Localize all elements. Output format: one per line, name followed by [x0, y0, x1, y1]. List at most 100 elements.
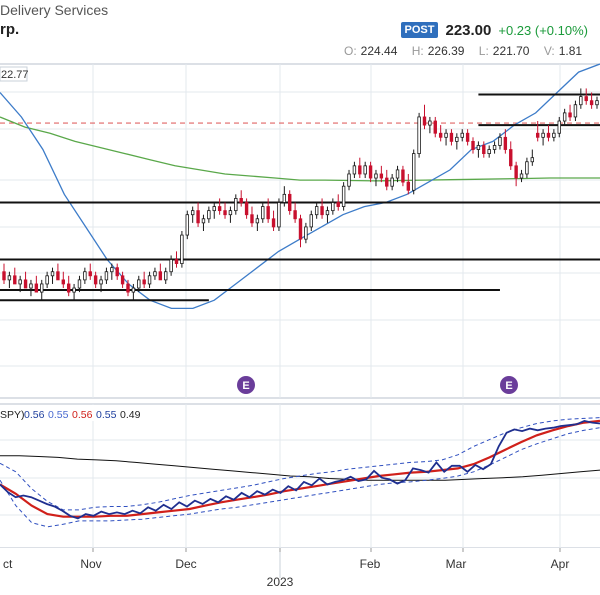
earnings-icon-1 — [500, 376, 518, 394]
candle-body — [412, 153, 416, 191]
candle-body — [314, 206, 319, 216]
ohlc-low-key: L: — [478, 44, 489, 58]
candle-body — [66, 283, 71, 293]
candle-body — [223, 210, 227, 216]
rs-legend-bg — [0, 405, 146, 421]
candle-body — [433, 120, 437, 134]
candle-body — [142, 279, 146, 285]
candle-body — [147, 275, 152, 285]
year-label: 2023 — [267, 575, 294, 589]
candle-body — [465, 132, 470, 142]
candle-body — [368, 165, 373, 179]
candle-body — [104, 271, 109, 281]
candle-body — [45, 275, 49, 285]
candle-body — [525, 161, 529, 175]
candle-body — [509, 149, 513, 167]
candle-body — [476, 145, 481, 150]
post-market-badge: POST — [400, 22, 439, 38]
candle-body — [234, 198, 238, 212]
candle-body — [293, 210, 297, 220]
candle-body — [23, 279, 28, 289]
candle-body — [352, 165, 357, 175]
ohlc-open-value: 224.44 — [360, 44, 398, 58]
rs-lower-band-line — [0, 427, 600, 528]
candle-body — [61, 279, 65, 285]
candles — [2, 88, 599, 301]
candle-body — [201, 218, 206, 224]
candle-body — [115, 267, 119, 277]
candle-body — [217, 206, 222, 212]
candle-body — [438, 132, 443, 138]
candle-body — [277, 202, 281, 228]
candle-body — [298, 218, 303, 240]
candle-body — [584, 96, 588, 102]
candle-body — [56, 271, 60, 281]
candle-body — [455, 136, 459, 142]
sector-label: Delivery Services — [0, 2, 109, 18]
candle-body — [417, 116, 421, 155]
candle-body — [568, 112, 572, 118]
candle-body — [77, 279, 82, 289]
candle-body — [492, 145, 497, 150]
candle-body — [482, 145, 486, 155]
candle-body — [169, 259, 173, 273]
candle-body — [552, 132, 556, 138]
candle-body — [320, 206, 324, 216]
candle-body — [385, 177, 389, 187]
rs-legend-value-1: 0.55 — [48, 409, 69, 421]
price-change: +0.23 (+0.10%) — [498, 22, 588, 38]
candle-body — [88, 271, 92, 277]
candle-body — [72, 287, 76, 293]
candle-body — [406, 181, 411, 191]
ohlc-high-value: 226.39 — [427, 44, 465, 58]
candle-body — [374, 173, 378, 179]
candle-body — [99, 279, 103, 285]
candle-body — [530, 157, 535, 163]
candle-body — [244, 202, 249, 216]
candle-body — [422, 116, 427, 126]
candle-body — [562, 112, 567, 122]
candle-body — [266, 206, 270, 220]
candle-body — [487, 149, 491, 155]
candle-body — [573, 104, 578, 118]
candle-body — [18, 279, 22, 285]
candle-body — [13, 275, 17, 285]
rs-sma-line — [0, 419, 600, 518]
earnings-label-0: E — [242, 380, 249, 392]
candle-body — [325, 210, 330, 216]
earnings-label-1: E — [505, 380, 512, 392]
candle-body — [557, 120, 561, 134]
rs-legend-value-0: 0.56 — [24, 409, 45, 421]
candle-body — [29, 283, 33, 289]
price-tag-label: 22.77 — [1, 69, 29, 81]
x-tick-label-2: Dec — [175, 557, 196, 571]
candle-body — [536, 132, 540, 138]
candle-body — [309, 214, 313, 228]
candle-body — [358, 165, 362, 175]
candle-body — [379, 173, 384, 179]
rs-upper-band-line — [0, 417, 600, 511]
candle-body — [471, 140, 475, 150]
ohlc-row: O: 224.44 H: 226.39 L: 221.70 V: 1.81 — [344, 44, 593, 58]
candle-body — [503, 136, 508, 150]
candle-body — [541, 132, 545, 138]
quote-row: POST 223.00 +0.23 (+0.10%) — [400, 20, 588, 40]
candle-body — [158, 271, 163, 281]
candle-body — [519, 173, 524, 179]
candle-body — [255, 218, 260, 224]
candle-body — [514, 165, 518, 179]
candle-body — [498, 136, 502, 146]
x-tick-label-0: ct — [3, 557, 13, 571]
candle-body — [190, 210, 195, 216]
x-tick-label-5: Apr — [551, 557, 570, 571]
candle-body — [196, 210, 200, 224]
candle-body — [126, 283, 130, 293]
candle-body — [449, 132, 454, 142]
candle-body — [7, 275, 12, 281]
x-tick-label-1: Nov — [80, 557, 101, 571]
candle-body — [589, 100, 594, 106]
candle-body — [2, 271, 6, 281]
candle-body — [341, 185, 346, 207]
price-tag-box — [0, 66, 28, 82]
